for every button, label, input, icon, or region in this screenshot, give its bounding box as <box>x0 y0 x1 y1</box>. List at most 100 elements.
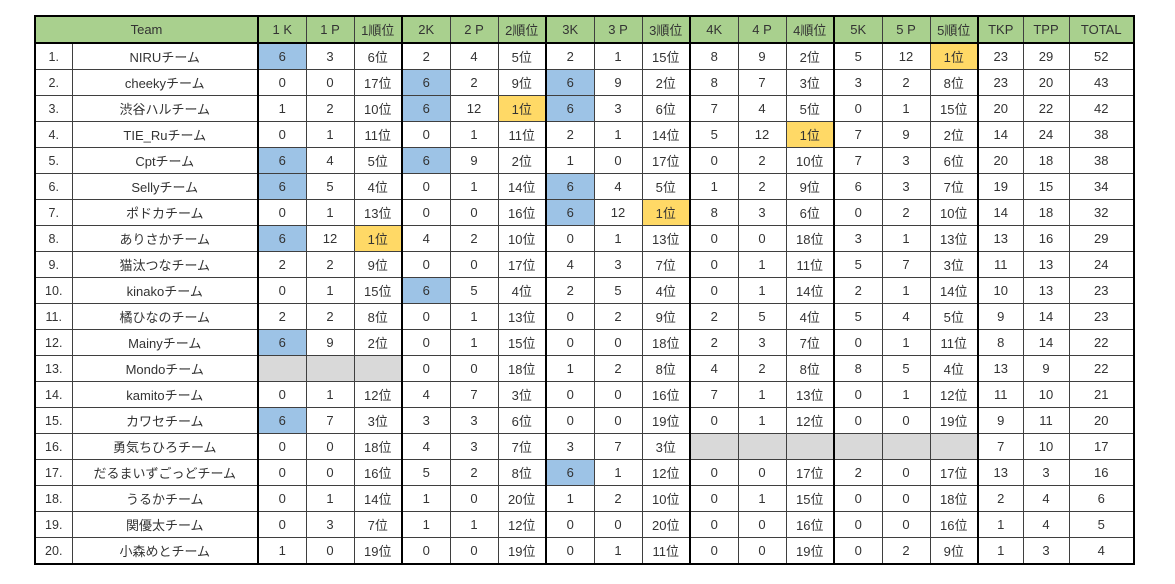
cell-1順位[interactable]: 6位 <box>353 42 403 70</box>
cell-2順位[interactable]: 7位 <box>497 433 547 460</box>
cell-2P[interactable]: 1 <box>449 329 499 356</box>
cell-5K[interactable]: 2 <box>833 277 883 304</box>
cell-2順位[interactable]: 3位 <box>497 381 547 408</box>
cell-4P[interactable]: 5 <box>737 303 787 330</box>
header-col-3[interactable]: 1順位 <box>353 15 403 44</box>
cell-4順位[interactable]: 7位 <box>785 329 835 356</box>
team-name-cell[interactable]: kamitoチーム <box>71 381 259 408</box>
cell-3K[interactable]: 0 <box>545 225 595 252</box>
cell-1K[interactable]: 6 <box>257 225 307 252</box>
cell-4K[interactable]: 0 <box>689 459 739 486</box>
cell-4順位[interactable]: 14位 <box>785 277 835 304</box>
cell-3P[interactable]: 3 <box>593 95 643 122</box>
cell-1P[interactable]: 3 <box>305 511 355 538</box>
cell-4P[interactable]: 4 <box>737 95 787 122</box>
cell-2P[interactable]: 0 <box>449 199 499 226</box>
cell-5K[interactable]: 0 <box>833 329 883 356</box>
cell-4順位[interactable]: 6位 <box>785 199 835 226</box>
cell-3P[interactable]: 3 <box>593 251 643 278</box>
team-name-cell[interactable]: 猫汰つなチーム <box>71 251 259 278</box>
cell-4順位[interactable]: 18位 <box>785 225 835 252</box>
cell-2順位[interactable]: 11位 <box>497 121 547 148</box>
cell-3順位[interactable]: 19位 <box>641 407 691 434</box>
row-number-cell[interactable]: 10. <box>34 277 73 304</box>
cell-2P[interactable]: 2 <box>449 69 499 96</box>
cell-4K[interactable]: 1 <box>689 173 739 200</box>
cell-TOTAL[interactable]: 38 <box>1068 147 1135 174</box>
cell-2順位[interactable]: 19位 <box>497 537 547 565</box>
cell-5順位[interactable]: 9位 <box>929 537 979 565</box>
row-number-cell[interactable]: 2. <box>34 69 73 96</box>
cell-4P[interactable]: 2 <box>737 147 787 174</box>
cell-4P[interactable]: 1 <box>737 485 787 512</box>
cell-4P[interactable]: 1 <box>737 251 787 278</box>
cell-2P[interactable]: 2 <box>449 225 499 252</box>
cell-3順位[interactable]: 14位 <box>641 121 691 148</box>
cell-TKP[interactable]: 11 <box>977 251 1024 278</box>
cell-TPP[interactable]: 3 <box>1022 459 1070 486</box>
cell-5順位[interactable]: 15位 <box>929 95 979 122</box>
cell-5P[interactable]: 0 <box>881 511 931 538</box>
cell-1K[interactable]: 0 <box>257 485 307 512</box>
cell-TOTAL[interactable]: 5 <box>1068 511 1135 538</box>
cell-TKP[interactable]: 11 <box>977 381 1024 408</box>
cell-3P[interactable]: 7 <box>593 433 643 460</box>
cell-5P[interactable]: 3 <box>881 173 931 200</box>
cell-4順位[interactable]: 11位 <box>785 251 835 278</box>
row-number-cell[interactable]: 12. <box>34 329 73 356</box>
cell-1K[interactable]: 0 <box>257 459 307 486</box>
cell-1順位[interactable]: 9位 <box>353 251 403 278</box>
cell-5P[interactable]: 2 <box>881 199 931 226</box>
cell-1順位[interactable]: 12位 <box>353 381 403 408</box>
cell-4P[interactable]: 9 <box>737 42 787 70</box>
cell-TPP[interactable]: 16 <box>1022 225 1070 252</box>
cell-5P[interactable]: 0 <box>881 459 931 486</box>
cell-4K[interactable]: 0 <box>689 277 739 304</box>
cell-1順位[interactable]: 17位 <box>353 69 403 96</box>
cell-4順位[interactable]: 10位 <box>785 147 835 174</box>
cell-3K[interactable]: 4 <box>545 251 595 278</box>
cell-4P[interactable]: 1 <box>737 277 787 304</box>
cell-1K[interactable]: 6 <box>257 42 307 70</box>
cell-5順位[interactable]: 10位 <box>929 199 979 226</box>
cell-5P[interactable]: 1 <box>881 381 931 408</box>
cell-TPP[interactable]: 14 <box>1022 329 1070 356</box>
cell-4P[interactable]: 2 <box>737 173 787 200</box>
header-col-8[interactable]: 3 P <box>593 15 643 44</box>
row-number-cell[interactable]: 11. <box>34 303 73 330</box>
header-col-7[interactable]: 3K <box>545 15 595 44</box>
cell-1P[interactable]: 7 <box>305 407 355 434</box>
team-name-cell[interactable]: 関優太チーム <box>71 511 259 538</box>
cell-3K[interactable]: 0 <box>545 511 595 538</box>
cell-TOTAL[interactable]: 17 <box>1068 433 1135 460</box>
team-name-cell[interactable]: ポドカチーム <box>71 199 259 226</box>
cell-1P[interactable]: 1 <box>305 277 355 304</box>
cell-2K[interactable]: 0 <box>401 199 451 226</box>
cell-1K[interactable]: 1 <box>257 537 307 565</box>
cell-2K[interactable]: 0 <box>401 355 451 382</box>
cell-TOTAL[interactable]: 21 <box>1068 381 1135 408</box>
cell-5順位[interactable]: 14位 <box>929 277 979 304</box>
cell-TKP[interactable]: 13 <box>977 225 1024 252</box>
cell-5K[interactable]: 8 <box>833 355 883 382</box>
header-col-14[interactable]: 5 P <box>881 15 931 44</box>
cell-TKP[interactable]: 14 <box>977 121 1024 148</box>
cell-TPP[interactable]: 10 <box>1022 381 1070 408</box>
cell-3P[interactable]: 2 <box>593 355 643 382</box>
cell-TKP[interactable]: 8 <box>977 329 1024 356</box>
cell-5K[interactable]: 0 <box>833 407 883 434</box>
cell-4順位[interactable]: 2位 <box>785 42 835 70</box>
cell-5順位[interactable]: 6位 <box>929 147 979 174</box>
cell-3K[interactable]: 0 <box>545 381 595 408</box>
header-team[interactable]: Team <box>34 15 259 44</box>
cell-2P[interactable]: 1 <box>449 121 499 148</box>
cell-2P[interactable]: 9 <box>449 147 499 174</box>
cell-5順位[interactable]: 12位 <box>929 381 979 408</box>
header-col-11[interactable]: 4 P <box>737 15 787 44</box>
row-number-cell[interactable]: 13. <box>34 355 73 382</box>
cell-4順位[interactable]: 15位 <box>785 485 835 512</box>
team-name-cell[interactable]: ありさかチーム <box>71 225 259 252</box>
cell-5順位[interactable]: 13位 <box>929 225 979 252</box>
cell-4P[interactable]: 1 <box>737 407 787 434</box>
cell-1K[interactable]: 6 <box>257 147 307 174</box>
